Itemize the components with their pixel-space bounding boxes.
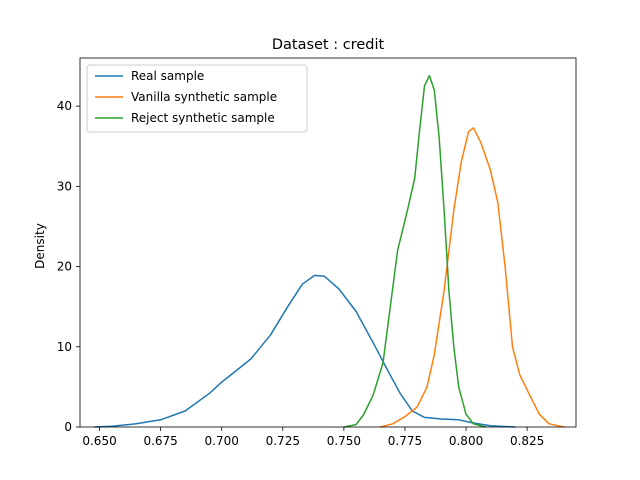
x-tick-label: 0.775 <box>388 434 422 448</box>
legend: Real sample Vanilla synthetic sample Rejec… <box>86 64 308 133</box>
x-tick-label: 0.725 <box>266 434 300 448</box>
plot-area: 0.650 0.675 0.700 0.725 0.750 0.775 0.800 0.825… <box>57 57 577 448</box>
y-tick-label: 40 <box>57 99 72 113</box>
x-tick-label: 0.800 <box>449 434 483 448</box>
legend-label-2: Reject synthetic sample <box>131 111 275 125</box>
x-tick-label: 0.750 <box>327 434 361 448</box>
series-line-0 <box>93 274 516 428</box>
legend-box <box>86 64 308 133</box>
x-tick-label: 0.825 <box>510 434 544 448</box>
x-tick-label: 0.675 <box>143 434 177 448</box>
axes-frame <box>79 57 577 428</box>
y-tick-label: 20 <box>57 260 72 274</box>
x-tick-label: 0.700 <box>205 434 239 448</box>
y-tick-label: 0 <box>64 420 72 434</box>
series-line-1 <box>379 127 565 428</box>
series-line-2 <box>343 74 487 428</box>
legend-label-0: Real sample <box>131 69 204 83</box>
x-tick-label: 0.650 <box>82 434 116 448</box>
legend-label-1: Vanilla synthetic sample <box>131 90 277 104</box>
chart-title: Dataset : credit <box>272 37 385 53</box>
y-axis-label: Density <box>33 223 47 269</box>
y-tick-label: 30 <box>57 179 72 193</box>
y-tick-label: 10 <box>57 340 72 354</box>
